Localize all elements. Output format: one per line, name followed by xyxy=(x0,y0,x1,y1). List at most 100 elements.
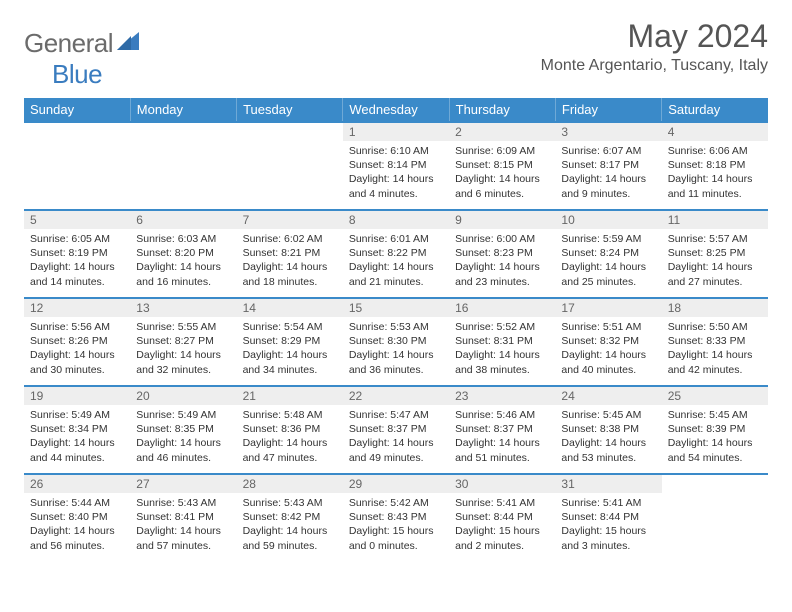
weekday-header: Saturday xyxy=(662,98,768,122)
day-details: Sunrise: 5:53 AMSunset: 8:30 PMDaylight:… xyxy=(343,317,449,381)
calendar-cell: 18Sunrise: 5:50 AMSunset: 8:33 PMDayligh… xyxy=(662,298,768,386)
logo-text-2: Blue xyxy=(24,59,102,89)
logo: General xyxy=(24,18,141,59)
calendar-page: General May 2024 Monte Argentario, Tusca… xyxy=(0,0,792,580)
day-number: 22 xyxy=(343,387,449,405)
calendar-cell: 23Sunrise: 5:46 AMSunset: 8:37 PMDayligh… xyxy=(449,386,555,474)
day-details: Sunrise: 5:50 AMSunset: 8:33 PMDaylight:… xyxy=(662,317,768,381)
day-number: 15 xyxy=(343,299,449,317)
calendar-cell: 14Sunrise: 5:54 AMSunset: 8:29 PMDayligh… xyxy=(237,298,343,386)
day-number: 30 xyxy=(449,475,555,493)
day-details: Sunrise: 6:00 AMSunset: 8:23 PMDaylight:… xyxy=(449,229,555,293)
weekday-header: Thursday xyxy=(449,98,555,122)
day-number: 25 xyxy=(662,387,768,405)
day-details: Sunrise: 6:10 AMSunset: 8:14 PMDaylight:… xyxy=(343,141,449,205)
calendar-row: 19Sunrise: 5:49 AMSunset: 8:34 PMDayligh… xyxy=(24,386,768,474)
day-number: 16 xyxy=(449,299,555,317)
day-details: Sunrise: 5:48 AMSunset: 8:36 PMDaylight:… xyxy=(237,405,343,469)
calendar-cell: 4Sunrise: 6:06 AMSunset: 8:18 PMDaylight… xyxy=(662,122,768,210)
day-details: Sunrise: 6:02 AMSunset: 8:21 PMDaylight:… xyxy=(237,229,343,293)
calendar-cell: 21Sunrise: 5:48 AMSunset: 8:36 PMDayligh… xyxy=(237,386,343,474)
calendar-cell: 16Sunrise: 5:52 AMSunset: 8:31 PMDayligh… xyxy=(449,298,555,386)
day-details: Sunrise: 6:03 AMSunset: 8:20 PMDaylight:… xyxy=(130,229,236,293)
day-number: 14 xyxy=(237,299,343,317)
day-details: Sunrise: 5:56 AMSunset: 8:26 PMDaylight:… xyxy=(24,317,130,381)
day-number: 21 xyxy=(237,387,343,405)
logo-text-1: General xyxy=(24,28,113,59)
logo-triangle-icon xyxy=(117,32,139,55)
day-details: Sunrise: 5:45 AMSunset: 8:39 PMDaylight:… xyxy=(662,405,768,469)
calendar-cell: 31Sunrise: 5:41 AMSunset: 8:44 PMDayligh… xyxy=(555,474,661,562)
calendar-cell: 10Sunrise: 5:59 AMSunset: 8:24 PMDayligh… xyxy=(555,210,661,298)
day-details: Sunrise: 5:43 AMSunset: 8:42 PMDaylight:… xyxy=(237,493,343,557)
calendar-cell xyxy=(662,474,768,562)
calendar-cell: 7Sunrise: 6:02 AMSunset: 8:21 PMDaylight… xyxy=(237,210,343,298)
calendar-cell: 27Sunrise: 5:43 AMSunset: 8:41 PMDayligh… xyxy=(130,474,236,562)
day-details: Sunrise: 5:57 AMSunset: 8:25 PMDaylight:… xyxy=(662,229,768,293)
month-title: May 2024 xyxy=(541,18,768,55)
calendar-body: 1Sunrise: 6:10 AMSunset: 8:14 PMDaylight… xyxy=(24,122,768,562)
day-number: 20 xyxy=(130,387,236,405)
day-number: 7 xyxy=(237,211,343,229)
calendar-cell xyxy=(24,122,130,210)
day-number: 24 xyxy=(555,387,661,405)
calendar-cell: 6Sunrise: 6:03 AMSunset: 8:20 PMDaylight… xyxy=(130,210,236,298)
day-number: 11 xyxy=(662,211,768,229)
weekday-header: Wednesday xyxy=(343,98,449,122)
calendar-cell xyxy=(130,122,236,210)
day-details: Sunrise: 6:06 AMSunset: 8:18 PMDaylight:… xyxy=(662,141,768,205)
day-details: Sunrise: 5:43 AMSunset: 8:41 PMDaylight:… xyxy=(130,493,236,557)
calendar-cell: 30Sunrise: 5:41 AMSunset: 8:44 PMDayligh… xyxy=(449,474,555,562)
calendar-cell: 28Sunrise: 5:43 AMSunset: 8:42 PMDayligh… xyxy=(237,474,343,562)
calendar-cell: 26Sunrise: 5:44 AMSunset: 8:40 PMDayligh… xyxy=(24,474,130,562)
calendar-cell: 29Sunrise: 5:42 AMSunset: 8:43 PMDayligh… xyxy=(343,474,449,562)
calendar-cell: 13Sunrise: 5:55 AMSunset: 8:27 PMDayligh… xyxy=(130,298,236,386)
day-details: Sunrise: 5:41 AMSunset: 8:44 PMDaylight:… xyxy=(449,493,555,557)
calendar-cell: 8Sunrise: 6:01 AMSunset: 8:22 PMDaylight… xyxy=(343,210,449,298)
title-block: May 2024 Monte Argentario, Tuscany, Ital… xyxy=(541,18,768,75)
day-number: 26 xyxy=(24,475,130,493)
day-details: Sunrise: 6:07 AMSunset: 8:17 PMDaylight:… xyxy=(555,141,661,205)
weekday-header: Monday xyxy=(130,98,236,122)
day-details: Sunrise: 5:41 AMSunset: 8:44 PMDaylight:… xyxy=(555,493,661,557)
calendar-cell: 22Sunrise: 5:47 AMSunset: 8:37 PMDayligh… xyxy=(343,386,449,474)
calendar-cell: 12Sunrise: 5:56 AMSunset: 8:26 PMDayligh… xyxy=(24,298,130,386)
calendar-cell: 17Sunrise: 5:51 AMSunset: 8:32 PMDayligh… xyxy=(555,298,661,386)
day-details: Sunrise: 6:01 AMSunset: 8:22 PMDaylight:… xyxy=(343,229,449,293)
day-number: 4 xyxy=(662,123,768,141)
weekday-header: Sunday xyxy=(24,98,130,122)
day-number: 28 xyxy=(237,475,343,493)
day-details: Sunrise: 5:42 AMSunset: 8:43 PMDaylight:… xyxy=(343,493,449,557)
calendar-row: 5Sunrise: 6:05 AMSunset: 8:19 PMDaylight… xyxy=(24,210,768,298)
day-number: 31 xyxy=(555,475,661,493)
day-details: Sunrise: 6:09 AMSunset: 8:15 PMDaylight:… xyxy=(449,141,555,205)
day-details: Sunrise: 5:54 AMSunset: 8:29 PMDaylight:… xyxy=(237,317,343,381)
day-number: 19 xyxy=(24,387,130,405)
calendar-cell: 25Sunrise: 5:45 AMSunset: 8:39 PMDayligh… xyxy=(662,386,768,474)
calendar-cell: 2Sunrise: 6:09 AMSunset: 8:15 PMDaylight… xyxy=(449,122,555,210)
day-number: 23 xyxy=(449,387,555,405)
day-number: 6 xyxy=(130,211,236,229)
day-details: Sunrise: 5:45 AMSunset: 8:38 PMDaylight:… xyxy=(555,405,661,469)
day-details: Sunrise: 5:49 AMSunset: 8:35 PMDaylight:… xyxy=(130,405,236,469)
calendar-cell: 20Sunrise: 5:49 AMSunset: 8:35 PMDayligh… xyxy=(130,386,236,474)
day-details: Sunrise: 5:49 AMSunset: 8:34 PMDaylight:… xyxy=(24,405,130,469)
day-number: 13 xyxy=(130,299,236,317)
weekday-header: Tuesday xyxy=(237,98,343,122)
weekday-header: Friday xyxy=(555,98,661,122)
day-number: 18 xyxy=(662,299,768,317)
day-number: 12 xyxy=(24,299,130,317)
day-details: Sunrise: 5:44 AMSunset: 8:40 PMDaylight:… xyxy=(24,493,130,557)
day-number: 27 xyxy=(130,475,236,493)
calendar-cell: 5Sunrise: 6:05 AMSunset: 8:19 PMDaylight… xyxy=(24,210,130,298)
calendar-cell: 9Sunrise: 6:00 AMSunset: 8:23 PMDaylight… xyxy=(449,210,555,298)
day-number: 29 xyxy=(343,475,449,493)
day-number: 2 xyxy=(449,123,555,141)
calendar-cell: 15Sunrise: 5:53 AMSunset: 8:30 PMDayligh… xyxy=(343,298,449,386)
calendar-row: 1Sunrise: 6:10 AMSunset: 8:14 PMDaylight… xyxy=(24,122,768,210)
day-details: Sunrise: 6:05 AMSunset: 8:19 PMDaylight:… xyxy=(24,229,130,293)
day-details: Sunrise: 5:52 AMSunset: 8:31 PMDaylight:… xyxy=(449,317,555,381)
day-details: Sunrise: 5:59 AMSunset: 8:24 PMDaylight:… xyxy=(555,229,661,293)
day-details: Sunrise: 5:55 AMSunset: 8:27 PMDaylight:… xyxy=(130,317,236,381)
calendar-table: SundayMondayTuesdayWednesdayThursdayFrid… xyxy=(24,98,768,562)
